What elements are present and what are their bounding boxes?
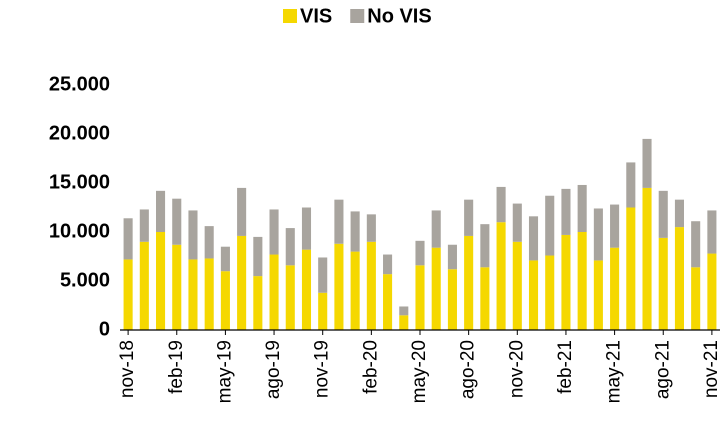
bar-segment [626, 162, 636, 208]
x-tick-label: ago-19 [263, 340, 284, 399]
bar-segment [707, 253, 717, 330]
x-tick-label: nov-18 [117, 340, 138, 398]
bar-segment [545, 195, 555, 256]
bar-segment [399, 306, 409, 316]
bar-segment [658, 190, 668, 238]
bar-segment [528, 260, 539, 330]
bar-segment [350, 251, 360, 330]
bar-segment [577, 232, 587, 330]
bar-segment [561, 188, 571, 235]
x-tick-label: feb-19 [166, 340, 187, 394]
bar-segment [480, 267, 490, 330]
bar-segment [593, 208, 603, 261]
bar-segment [269, 209, 279, 255]
bar-segment [318, 292, 328, 330]
bar-segment [156, 190, 166, 232]
bar-segment [334, 199, 344, 244]
bar-segment [512, 241, 522, 330]
legend-label: VIS [300, 5, 332, 27]
bar-segment [642, 138, 652, 188]
bar-segment [431, 247, 441, 330]
bar-segment [496, 186, 506, 223]
bar-segment [545, 255, 555, 330]
bar-segment [610, 247, 620, 330]
bar-segment [642, 187, 652, 330]
bar-segment [285, 265, 295, 330]
bar-segment [123, 259, 133, 330]
x-tick-label: may-20 [409, 340, 430, 403]
bar-segment [383, 254, 393, 275]
y-tick-label: 25.000 [49, 73, 110, 95]
bar-segment [593, 260, 603, 330]
bar-segment [188, 259, 198, 330]
bar-segment [301, 207, 312, 250]
bar-segment [188, 210, 198, 260]
x-tick-label: may-21 [604, 340, 625, 403]
bar-segment [674, 199, 684, 228]
bar-segment [139, 209, 149, 242]
bar-segment [707, 210, 717, 254]
bar-segment [399, 315, 409, 330]
bar-segment [674, 227, 684, 330]
bar-segment [383, 274, 393, 330]
bar-segment [172, 198, 182, 245]
bar-segment [447, 269, 457, 330]
y-tick-label: 10.000 [49, 220, 110, 242]
x-tick-label: feb-21 [555, 340, 576, 394]
x-tick-label: ago-21 [652, 340, 673, 399]
legend-swatch [350, 9, 365, 23]
bar-segment [480, 224, 490, 268]
bar-segment [610, 204, 620, 248]
bar-segment [528, 216, 539, 261]
bar-segment [496, 222, 506, 330]
bar-segment [464, 199, 474, 236]
bar-segment [139, 241, 149, 330]
x-tick-label: nov-19 [312, 340, 333, 398]
bar-segment [366, 214, 376, 242]
bar-segment [350, 211, 360, 252]
bar-segment [415, 240, 425, 266]
bar-segment [285, 228, 295, 266]
bar-segment [220, 271, 230, 330]
bar-segment [237, 187, 247, 236]
legend-swatch [283, 9, 297, 23]
bar-segment [220, 246, 230, 272]
bar-segment [415, 265, 425, 330]
bar-segment [301, 249, 312, 330]
bar-segment [691, 267, 701, 330]
y-tick-label: 20.000 [49, 122, 110, 144]
bar-segment [156, 232, 166, 330]
x-tick-label: ago-20 [458, 340, 479, 399]
bar-segment [561, 234, 571, 330]
x-tick-label: nov-21 [701, 340, 722, 398]
x-tick-label: nov-20 [506, 340, 527, 398]
bar-segment [691, 221, 701, 268]
bar-segment [269, 254, 279, 330]
y-tick-label: 5.000 [60, 269, 110, 291]
bar-segment [172, 244, 182, 330]
x-tick-label: may-19 [214, 340, 235, 403]
legend-label: No VIS [367, 5, 431, 27]
y-tick-label: 15.000 [49, 171, 110, 193]
bar-segment [253, 276, 263, 330]
bar-segment [237, 235, 247, 330]
bar-segment [204, 258, 214, 330]
bar-segment [512, 203, 522, 242]
y-tick-label: 0 [99, 318, 110, 340]
bar-segment [658, 237, 668, 330]
bar-segment [123, 218, 133, 260]
bar-segment [464, 235, 474, 330]
bar-segment [447, 244, 457, 270]
bar-segment [334, 243, 344, 330]
bar-segment [626, 207, 636, 330]
bar-segment [204, 226, 214, 259]
bar-segment [577, 184, 587, 232]
bar-segment [318, 257, 328, 293]
bar-segment [431, 210, 441, 248]
x-tick-label: feb-20 [360, 340, 381, 394]
bar-segment [366, 241, 376, 330]
bar-segment [253, 236, 263, 277]
